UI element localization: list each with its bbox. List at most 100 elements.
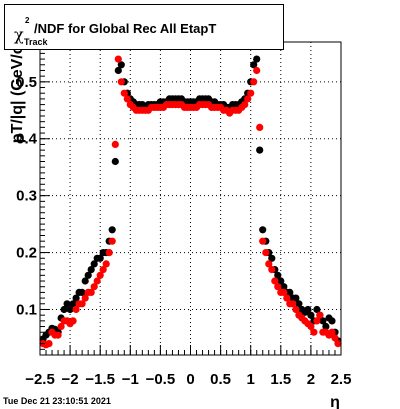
data-point	[57, 322, 65, 331]
data-point	[247, 89, 255, 97]
x-tick-label: −2.5	[25, 371, 55, 388]
data-point	[280, 283, 288, 291]
data-point	[93, 277, 101, 285]
data-point	[99, 266, 107, 274]
x-tick-label: −1.5	[85, 371, 115, 388]
data-point	[117, 78, 125, 86]
data-point	[328, 317, 336, 325]
data-point	[54, 331, 62, 339]
data-point	[316, 311, 324, 319]
data-point	[114, 55, 122, 63]
y-tick-label: 0.4	[16, 131, 38, 148]
data-point	[81, 277, 89, 285]
x-tick-label: −2	[62, 371, 79, 388]
data-point	[256, 123, 264, 131]
data-point	[87, 288, 95, 296]
data-point	[111, 157, 119, 166]
data-point	[69, 317, 77, 325]
y-tick-label: 0.3	[16, 188, 37, 205]
data-point	[250, 78, 258, 86]
x-tick-label: 1.5	[270, 371, 291, 388]
y-tick-label: 0.5	[16, 74, 37, 91]
data-point	[108, 226, 116, 234]
x-tick-label: 2	[307, 371, 315, 388]
y-tick-label: 0.2	[16, 245, 37, 262]
data-point	[72, 294, 80, 302]
data-point	[292, 305, 300, 314]
data-point	[250, 61, 258, 69]
y-axis-label: pT/|q| (GeV/c)	[9, 40, 26, 143]
data-point	[87, 266, 95, 274]
data-point	[111, 140, 119, 148]
data-point	[90, 283, 98, 291]
data-point	[280, 288, 288, 296]
data-point	[283, 294, 291, 302]
data-point	[114, 66, 122, 75]
data-point	[253, 66, 261, 75]
data-point	[307, 311, 315, 319]
data-point	[108, 237, 116, 245]
data-point	[244, 95, 252, 103]
chi-superscript: 2	[25, 16, 30, 25]
data-point	[117, 61, 125, 69]
data-point	[334, 340, 342, 348]
data-point	[60, 305, 68, 314]
data-point	[268, 266, 276, 274]
x-tick-label: 1	[247, 371, 255, 388]
data-point	[268, 254, 276, 262]
data-point	[313, 317, 321, 325]
data-point	[78, 288, 86, 296]
data-point	[307, 322, 315, 331]
data-point	[105, 249, 113, 257]
data-point	[289, 300, 297, 308]
x-axis-label: η	[330, 394, 340, 409]
data-point	[78, 300, 86, 308]
chi-symbol: χ	[14, 25, 24, 44]
data-point	[69, 300, 77, 308]
x-tick-label: 0.5	[210, 371, 231, 388]
data-point	[84, 271, 92, 279]
timestamp: Tue Dec 21 23:10:51 2021	[3, 396, 111, 406]
data-point	[72, 305, 80, 314]
data-point	[295, 300, 303, 308]
chart-title-box: χ 2 Track /NDF for Global Rec All EtapT	[4, 4, 284, 50]
data-point	[277, 277, 285, 285]
x-tick-label: 2.5	[331, 371, 352, 388]
x-tick-label: 0	[186, 371, 194, 388]
data-point	[253, 55, 261, 63]
y-tick-label: 0.1	[16, 301, 37, 318]
data-point	[331, 334, 339, 342]
x-tick-label: −1	[122, 371, 139, 388]
data-point	[265, 260, 273, 268]
data-point	[102, 260, 110, 268]
data-point	[262, 249, 270, 257]
data-point	[45, 340, 53, 348]
data-point	[271, 277, 279, 285]
data-point	[259, 237, 267, 245]
data-point	[90, 260, 98, 268]
data-point	[274, 283, 282, 291]
x-tick-label: −0.5	[146, 371, 176, 388]
data-point	[313, 305, 321, 314]
data-point	[310, 328, 318, 336]
data-point	[81, 294, 89, 302]
data-point	[292, 294, 300, 302]
data-point	[241, 101, 249, 109]
data-point	[96, 254, 104, 262]
data-point	[274, 271, 282, 279]
data-point	[259, 226, 267, 234]
data-point	[322, 322, 330, 331]
data-point	[123, 95, 131, 103]
data-points	[39, 55, 342, 349]
data-point	[304, 305, 312, 314]
data-point	[66, 305, 74, 314]
data-point	[96, 271, 104, 279]
chart-title: /NDF for Global Rec All EtapT	[34, 21, 217, 36]
data-point	[63, 300, 71, 308]
data-point	[286, 288, 294, 296]
chi-subscript: Track	[24, 37, 48, 47]
series-1	[39, 55, 342, 349]
data-point	[120, 89, 128, 97]
tick-labels: −2.5 −2 −1.5 −1 −0.5 0 0.5 1 1.5 2 2.5 0.1 0.2 0.3 0.4…	[16, 74, 351, 388]
